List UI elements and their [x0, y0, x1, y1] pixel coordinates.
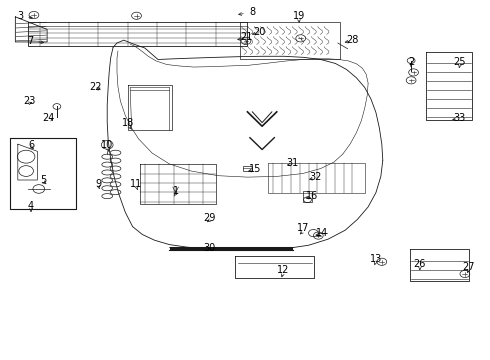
Text: 11: 11 — [130, 179, 143, 189]
Text: 14: 14 — [316, 228, 328, 238]
Text: 6: 6 — [28, 140, 34, 150]
Text: 18: 18 — [122, 118, 134, 128]
Bar — [303, 192, 313, 202]
Text: 3: 3 — [17, 11, 24, 21]
Text: 5: 5 — [41, 175, 47, 185]
Text: 16: 16 — [306, 191, 318, 201]
Text: 31: 31 — [287, 158, 299, 168]
Text: 24: 24 — [43, 113, 55, 123]
Text: 9: 9 — [96, 179, 101, 189]
Text: 8: 8 — [249, 7, 255, 17]
Text: 20: 20 — [253, 27, 266, 37]
Text: 25: 25 — [454, 57, 466, 67]
Text: 15: 15 — [248, 164, 261, 174]
Text: 22: 22 — [90, 82, 102, 93]
Text: 17: 17 — [297, 224, 310, 233]
Text: 27: 27 — [463, 262, 475, 272]
Text: 33: 33 — [453, 113, 465, 123]
Text: 13: 13 — [370, 254, 382, 264]
Text: 1: 1 — [172, 186, 179, 197]
Text: 10: 10 — [101, 140, 113, 150]
Text: 29: 29 — [204, 213, 216, 222]
Text: 32: 32 — [310, 172, 322, 182]
Bar — [243, 166, 252, 171]
Text: 30: 30 — [204, 243, 216, 253]
Text: 28: 28 — [346, 35, 359, 45]
Text: 2: 2 — [408, 57, 414, 67]
Text: 21: 21 — [240, 32, 252, 42]
Text: 7: 7 — [27, 36, 33, 46]
Text: 23: 23 — [23, 96, 35, 106]
Text: 4: 4 — [28, 201, 34, 211]
Text: 26: 26 — [414, 259, 426, 269]
Text: 12: 12 — [277, 265, 289, 275]
Text: 19: 19 — [293, 11, 305, 21]
